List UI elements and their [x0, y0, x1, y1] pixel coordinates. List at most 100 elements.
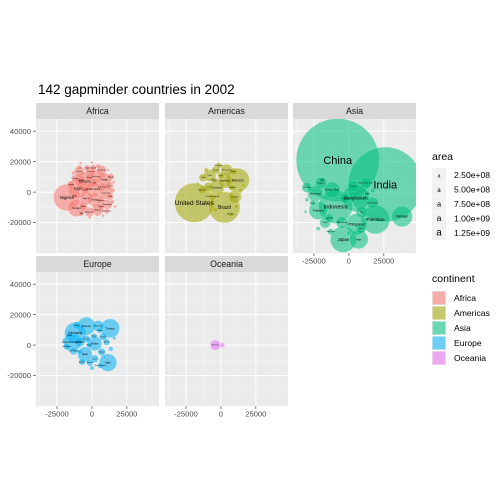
- x-tick-label: -25000: [174, 410, 198, 419]
- bubble-label-philippines: Philippines: [348, 222, 365, 226]
- bubble-libya: [83, 164, 91, 171]
- bubble-label-united-kingdom: United Kingdom: [62, 340, 84, 344]
- bubble-label-tunisia: Tunisia: [82, 189, 87, 191]
- bubble-label-uganda: Uganda: [94, 209, 102, 211]
- bubble-cuba: [198, 173, 207, 182]
- bubble-israel: [309, 199, 316, 206]
- facet-strip: [36, 103, 159, 119]
- bubble-label-congo: Congo: [72, 206, 81, 210]
- bubble-montenegro: [82, 329, 86, 333]
- bubble-oman: [316, 226, 321, 231]
- bubble-guinea: [85, 174, 93, 182]
- size-key-box: [432, 168, 446, 182]
- bubble-label-venezuela: Venezuela: [222, 170, 232, 172]
- bubble-label-chile: Chile: [207, 186, 211, 188]
- bubble-label-guatemala: Guatemala: [198, 188, 206, 191]
- bubble-label-togo: Togo: [80, 213, 84, 215]
- bubble-lebanon: [319, 176, 326, 183]
- bubble-sierra-leone: [103, 208, 110, 214]
- bubble-gabon: [95, 213, 100, 217]
- bubble-burundi: [90, 164, 97, 171]
- size-key-glyph: a: [437, 213, 442, 223]
- bubble-nicaragua: [227, 211, 234, 217]
- bubble-congo-rep: [100, 172, 106, 178]
- bubble-somalia: [97, 203, 105, 210]
- facet-strip: [36, 256, 159, 272]
- bubble-group: United States Brazil Mexico Colombia Argenti…: [174, 162, 250, 224]
- bubble-label-burkina-faso: Burkina Faso: [98, 186, 108, 188]
- bubble-austria: [103, 338, 111, 346]
- bubble-label-cambodia: Cambodia: [326, 218, 333, 220]
- bubble-haiti: [217, 171, 225, 179]
- bubble-paraguay: [210, 176, 217, 183]
- bubble-label-mali: Mali: [93, 183, 97, 185]
- x-tick-label: 0: [90, 410, 94, 419]
- bubble-label-france: France: [82, 324, 92, 328]
- bubble-korea-dem-rep: [360, 177, 372, 189]
- bubble-mauritius: [88, 215, 92, 219]
- x-tick-label: 25000: [116, 410, 137, 419]
- continent-key-swatch: [432, 351, 446, 365]
- bubble-kuwait: [364, 217, 369, 222]
- bubble-label-algeria: Algeria: [83, 197, 90, 200]
- bubble-guatemala: [197, 185, 207, 194]
- bubble-iceland: [62, 338, 66, 342]
- bubble-cape-verde: [101, 214, 105, 218]
- continent-legend: continent Africa Americas Asia Europe Oceania: [432, 273, 490, 365]
- bubble-tunisia: [81, 186, 89, 194]
- bubble-label-germany: Germany: [68, 331, 83, 335]
- bubble-label-syria: Syria: [359, 228, 363, 230]
- bubble-label-bangladesh: Bangladesh: [344, 196, 368, 201]
- bubble-label-nicaragua: Nicaragua: [227, 214, 234, 216]
- size-key-box: [432, 182, 446, 197]
- bubble-label-senegal: Senegal: [68, 184, 74, 186]
- bubble-gambia: [111, 180, 116, 184]
- bubble-label-hungary: Hungary: [100, 336, 106, 338]
- bubble-sweden: [86, 358, 94, 367]
- facet-strip: [165, 103, 288, 119]
- bubble-label-pakistan: Pakistan: [366, 217, 384, 223]
- bubble-chad: [106, 193, 114, 201]
- facet-panel-europe: Europe Germany Turkey France United Kingdom I…: [7, 256, 159, 419]
- facet-strip: [293, 103, 416, 119]
- bubble-luxembourg: [102, 355, 107, 359]
- y-tick-label: 40000: [10, 127, 31, 136]
- bubble-djibouti: [67, 190, 72, 194]
- bubble-dominican-republic: [208, 193, 217, 201]
- bubble-label-iraq: Iraq: [360, 212, 363, 214]
- bubble-label-niger: Niger: [107, 186, 111, 188]
- size-key-box: [432, 211, 446, 226]
- bubble-group: Nigeria Egypt Ethiopia Congo South Africa Sud…: [53, 160, 117, 219]
- x-tick-label: 0: [347, 257, 351, 266]
- bubble-label-bulgaria: Bulgaria: [79, 361, 85, 363]
- bubble-bosnia-and-herzegovina: [108, 346, 114, 352]
- bubble-equatorial-guinea: [79, 161, 83, 165]
- bubble-label-united-states: United States: [175, 200, 214, 207]
- bubble-label-saudi-arabia: Saudi Arabia: [367, 201, 379, 204]
- bubble-label-burundi: Burundi: [91, 167, 97, 169]
- bubble-label-finland: Finland: [67, 335, 72, 337]
- bubble-label-brazil: Brazil: [218, 205, 231, 211]
- bubble-label-peru: Peru: [208, 174, 212, 177]
- continent-key-label: Europe: [454, 338, 482, 348]
- facet-strip-label: Europe: [83, 259, 111, 269]
- bubble-panama: [234, 204, 239, 209]
- bubble-label-korea-rep: Korea, Rep.: [325, 188, 339, 192]
- bubble-label-spain: Spain: [82, 353, 89, 356]
- continent-legend-title: continent: [432, 273, 475, 285]
- bubble-label-hong-kong: Hong Kong: [327, 231, 335, 233]
- bubble-label-croatia: Croatia: [97, 329, 102, 332]
- bubble-slovenia: [112, 336, 117, 341]
- bubble-label-mexico: Mexico: [232, 178, 244, 182]
- bubble-label-cameroon: Cameroon: [87, 171, 95, 173]
- bubble-label-nigeria: Nigeria: [60, 195, 74, 200]
- bubble-bahrain: [303, 210, 308, 214]
- bubble-greece: [90, 354, 99, 363]
- bubble-canada: [228, 190, 242, 204]
- bubble-label-nepal: Nepal: [323, 222, 328, 224]
- bubble-bolivia: [229, 167, 238, 176]
- size-key-glyph: a: [437, 187, 441, 194]
- bubble-czech-republic: [69, 347, 78, 356]
- bubble-label-guinea: Guinea: [87, 177, 92, 179]
- bubble-hong-kong: [327, 228, 335, 235]
